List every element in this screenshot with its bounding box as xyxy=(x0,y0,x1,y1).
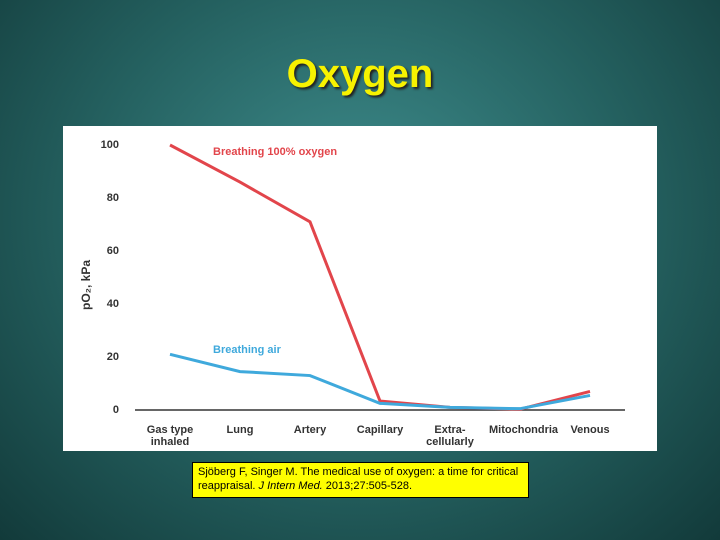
chart: pO₂, kPa 0 20 40 60 80 100 Breathing 100% oxyg… xyxy=(79,139,625,416)
x-tick-label: Mitochondria xyxy=(489,424,559,436)
x-tick-label: Capillary xyxy=(356,424,404,436)
y-tick-label: 100 xyxy=(101,139,119,151)
y-tick-label: 60 xyxy=(107,245,119,257)
y-tick-label: 40 xyxy=(107,298,119,310)
series-line xyxy=(169,352,591,411)
citation-journal: J Intern Med. xyxy=(258,480,323,492)
x-tick-label: Gas type inhaled xyxy=(146,424,194,448)
citation-details: 2013;27:505-528. xyxy=(322,480,413,492)
x-tick-label: Lung xyxy=(226,424,254,436)
chart-panel: pO₂, kPa 0 20 40 60 80 100 Breathing 100% oxyg… xyxy=(63,126,657,451)
series-label: Breathing 100% oxygen xyxy=(213,146,337,158)
y-axis-label: pO₂, kPa xyxy=(79,260,93,310)
y-tick-label: 20 xyxy=(107,351,119,363)
y-tick-label: 80 xyxy=(107,192,119,204)
x-tick-label: Extra-cellularly xyxy=(426,424,474,448)
citation-text: Sjöberg F, Singer M. The medical use of … xyxy=(198,466,519,492)
slide-title: Oxygen xyxy=(286,52,434,96)
y-tick-label: 0 xyxy=(113,404,119,416)
series-label: Breathing air xyxy=(213,344,282,356)
citation: Sjöberg F, Singer M. The medical use of … xyxy=(192,462,529,498)
x-tick-label: Venous xyxy=(570,424,610,436)
x-tick-label: Artery xyxy=(293,424,327,436)
